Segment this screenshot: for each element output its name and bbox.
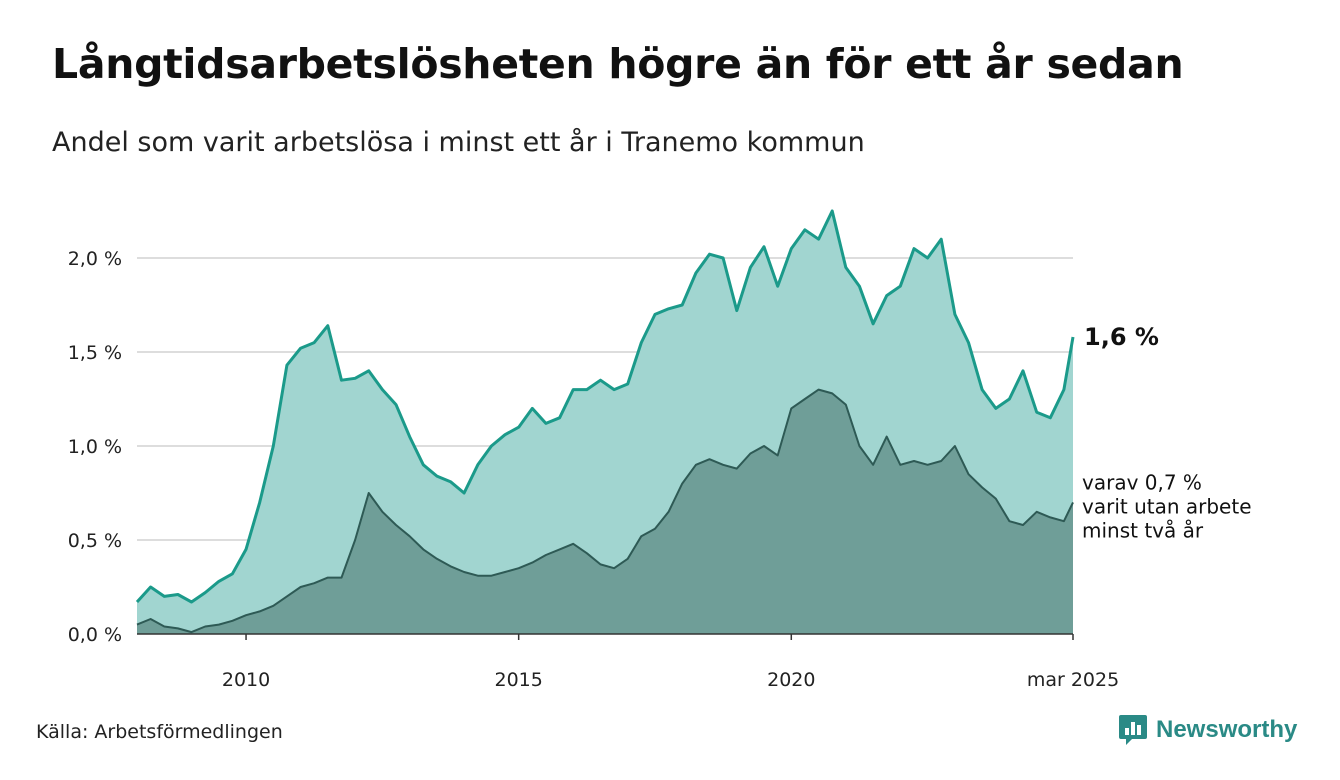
brand-logo: Newsworthy [1118, 714, 1297, 746]
x-tick-label: 2020 [767, 669, 815, 691]
x-tick-label: 2015 [494, 669, 542, 691]
brand-name: Newsworthy [1156, 716, 1298, 743]
line-minst-tva-ar [136, 388, 1074, 634]
chart-subtitle: Andel som varit arbetslösa i minst ett å… [52, 127, 865, 158]
x-tick-label: 2010 [222, 669, 270, 691]
end-label-series-1: 1,6 % [1084, 323, 1159, 351]
x-axis-ticks: 2010 2015 2020 mar 2025 [222, 634, 1119, 691]
area-fill-minst-tva-ar [137, 389, 1073, 634]
y-tick-label: 2,0 % [68, 248, 122, 270]
end-label-series-2-line-1: varav 0,7 % [1082, 470, 1202, 494]
line-minst-ett-ar [135, 209, 1075, 604]
area-series [135, 209, 1075, 634]
y-axis-ticks: 0,0 % 0,5 % 1,0 % 1,5 % 2,0 % [68, 248, 122, 646]
end-label-series-2-line-2: varit utan arbete [1082, 494, 1252, 518]
end-label-series-2: varav 0,7 % varit utan arbete minst två … [1082, 470, 1258, 542]
y-tick-label: 0,0 % [68, 624, 122, 646]
y-tick-label: 1,5 % [68, 342, 122, 364]
end-label-series-2-line-3: minst två år [1082, 518, 1204, 542]
y-tick-label: 1,0 % [68, 436, 122, 458]
source-note: Källa: Arbetsförmedlingen [36, 721, 283, 743]
bar-chart-speech-bubble-icon [1119, 715, 1147, 745]
chart-title: Långtidsarbetslösheten högre än för ett … [52, 40, 1184, 88]
x-tick-label: mar 2025 [1027, 669, 1119, 691]
y-tick-label: 0,5 % [68, 530, 122, 552]
